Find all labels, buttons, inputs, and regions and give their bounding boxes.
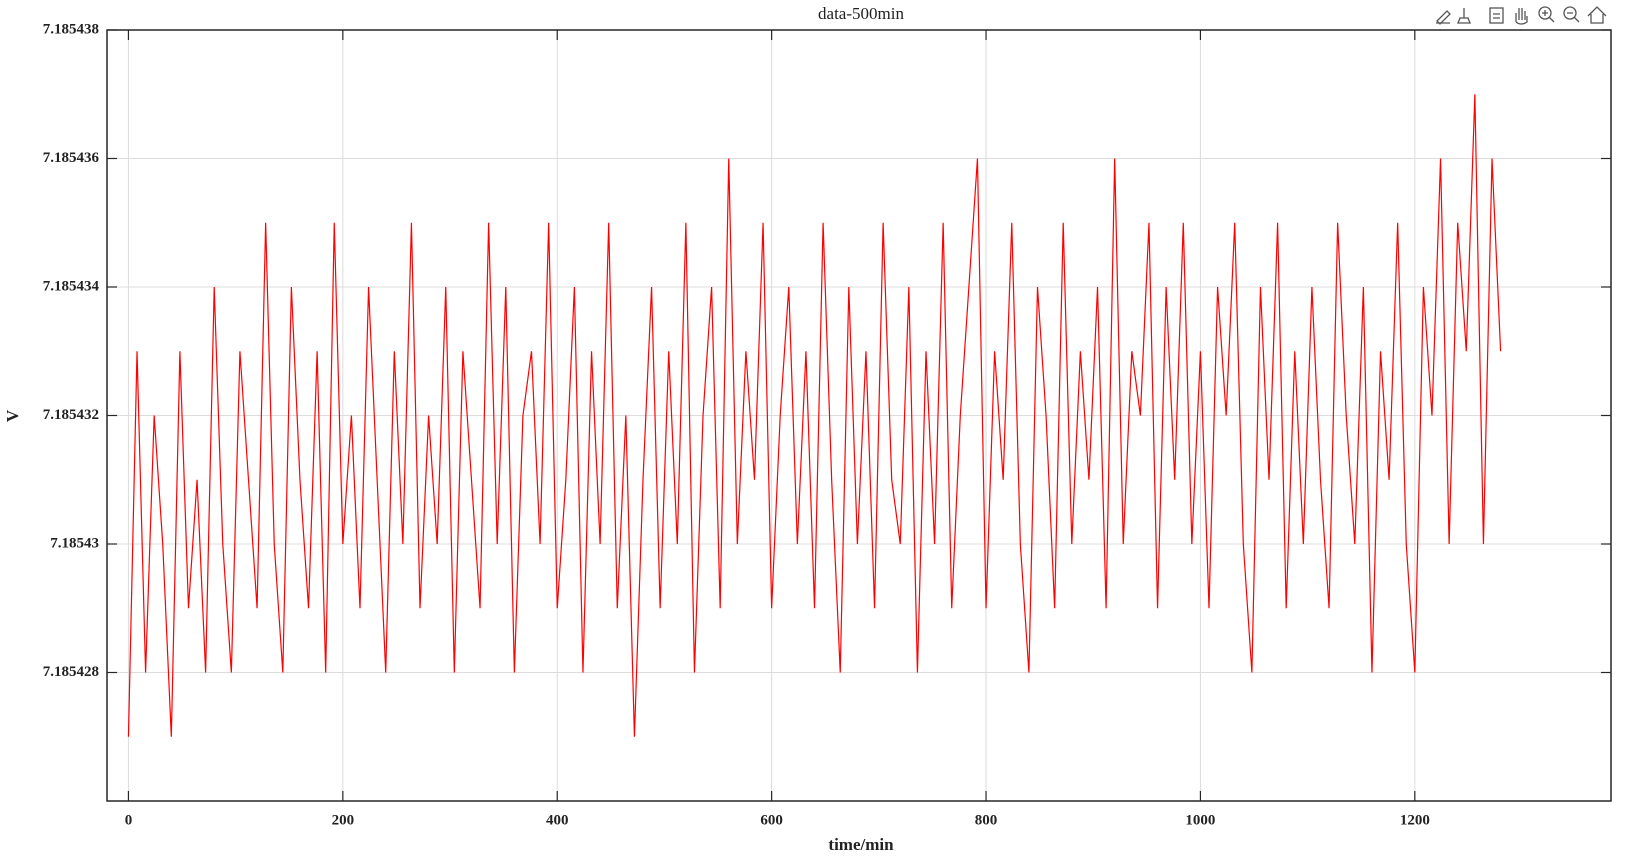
x-tick-label: 1000: [1185, 812, 1215, 828]
zoom-in-tool[interactable]: [1538, 6, 1555, 23]
x-tick-label: 200: [332, 812, 355, 828]
data-line: [127, 94, 1502, 737]
x-tick-label: 0: [125, 812, 133, 828]
plot-area: [127, 94, 1502, 737]
x-axis-label: time/min: [828, 835, 894, 854]
toolbar: [1436, 6, 1607, 25]
y-tick-label: 7.18543: [50, 535, 99, 551]
x-tick-label: 800: [975, 812, 998, 828]
chart-title: data-500min: [818, 4, 904, 23]
zoom-out-tool[interactable]: [1563, 6, 1580, 23]
x-tick-label: 1200: [1400, 812, 1430, 828]
home-tool[interactable]: [1587, 6, 1607, 24]
y-tick-label: 7.185438: [43, 21, 99, 37]
y-tick-label: 7.185436: [43, 150, 100, 166]
x-tick-label: 600: [760, 812, 783, 828]
y-axis-label: V: [3, 409, 22, 422]
data-tip-tool[interactable]: [1457, 8, 1471, 24]
y-tick-label: 7.185434: [43, 278, 100, 294]
y-tick-label: 7.185432: [43, 407, 99, 423]
grid: [107, 29, 1611, 801]
y-tick-label: 7.185428: [43, 664, 99, 680]
legend-tool[interactable]: [1489, 7, 1504, 24]
ticks: 0 200 400 600 800 1000 1200 7.185428 7.18543 7.18…: [43, 21, 1611, 828]
brush-tool[interactable]: [1436, 10, 1451, 25]
x-tick-label: 400: [546, 812, 569, 828]
pan-tool[interactable]: [1515, 8, 1528, 25]
